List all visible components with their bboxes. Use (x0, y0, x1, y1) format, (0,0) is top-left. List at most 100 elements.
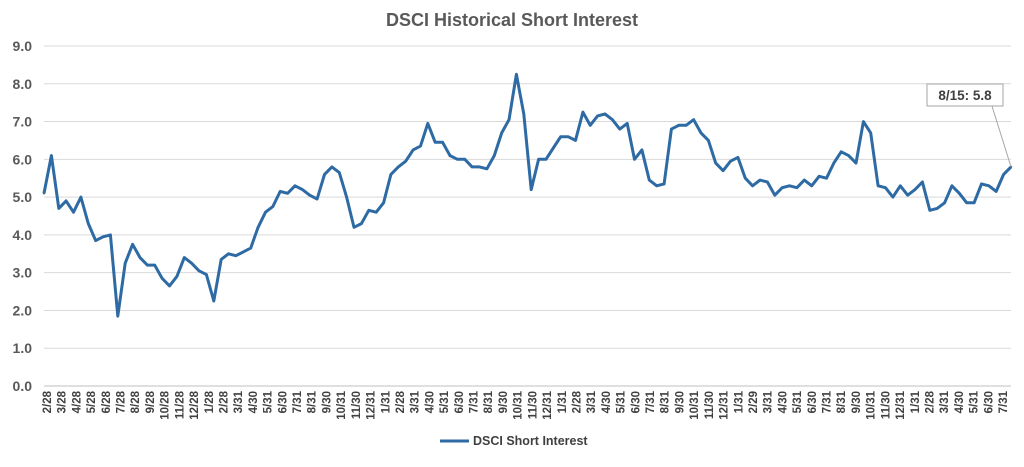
data-point (817, 175, 821, 178)
data-point (869, 131, 872, 135)
data-point (884, 186, 887, 189)
data-point (603, 112, 607, 116)
x-tick-label: 11/30 (527, 391, 539, 419)
data-point (389, 173, 393, 176)
data-point (308, 194, 311, 197)
data-point (537, 158, 540, 161)
x-tick-label: 9/30 (851, 391, 863, 413)
callout-label: 8/15: 5.8 (938, 88, 992, 103)
data-point (220, 258, 223, 261)
x-tick-label: 7/31 (645, 390, 657, 413)
x-tick-label: 11/28 (174, 390, 186, 419)
x-tick-label: 6/30 (983, 391, 995, 413)
y-axis-ticks: 0.0 1.0 2.0 3.0 4.0 5.0 6.0 7.0 8.0 9.0 (13, 38, 33, 394)
chart-title: DSCI Historical Short Interest (386, 10, 638, 30)
data-point (633, 158, 636, 161)
data-point (411, 148, 415, 152)
data-point (153, 263, 156, 267)
data-point (766, 180, 769, 184)
x-tick-label: 4/30 (424, 391, 436, 413)
x-tick-label: 10/31 (689, 390, 701, 419)
data-point (655, 184, 658, 187)
data-point (758, 178, 762, 182)
data-point (419, 144, 422, 148)
data-point (146, 263, 149, 267)
x-tick-label: 11/30 (351, 391, 363, 419)
x-tick-label: 3/31 (410, 390, 422, 413)
data-point (345, 195, 348, 199)
y-tick-label: 8.0 (13, 76, 33, 92)
x-tick-label: 8/31 (307, 390, 319, 413)
data-point (840, 150, 843, 153)
data-point (168, 284, 171, 288)
data-point (803, 178, 806, 182)
data-point (552, 146, 555, 150)
data-point (330, 165, 334, 169)
x-tick-label: 7/31 (292, 390, 304, 413)
data-point (242, 250, 245, 254)
data-point (544, 158, 548, 161)
data-point (913, 188, 917, 191)
x-tick-label: 10/31 (866, 390, 878, 419)
data-point (183, 256, 186, 259)
data-point (116, 314, 120, 318)
data-point (57, 207, 60, 210)
data-point (522, 112, 525, 116)
data-point (493, 154, 496, 157)
x-tick-label: 2/28 (395, 390, 407, 413)
x-tick-label: 6/28 (101, 390, 113, 413)
data-point (943, 201, 946, 204)
x-tick-label: 9/30 (321, 391, 333, 413)
x-tick-label: 4/30 (954, 391, 966, 413)
x-tick-label: 3/31 (763, 390, 775, 413)
data-point (426, 122, 429, 125)
x-tick-label: 10/28 (160, 390, 172, 419)
x-tick-label: 7/31 (469, 390, 481, 413)
data-point (315, 197, 319, 201)
data-point (847, 154, 850, 157)
data-point (662, 182, 666, 186)
data-point (987, 184, 991, 187)
data-point (862, 120, 865, 123)
series-group (42, 72, 1013, 318)
x-tick-label: 7/31 (822, 390, 834, 413)
data-point (721, 169, 725, 172)
data-point (640, 148, 644, 152)
data-point (714, 161, 717, 165)
x-tick-label: 12/31 (542, 390, 554, 419)
data-point (50, 154, 53, 157)
data-point (271, 205, 274, 208)
data-point (795, 186, 799, 189)
x-axis-ticks: 2/28 3/28 4/28 5/28 6/28 7/28 8/28 9/28 10/28 11/… (42, 390, 1010, 419)
y-tick-label: 9.0 (13, 38, 33, 54)
x-tick-label: 6/30 (454, 391, 466, 413)
data-point (788, 184, 791, 187)
x-tick-label: 3/31 (586, 390, 598, 413)
data-point (810, 184, 813, 187)
data-point (205, 273, 208, 276)
data-point (825, 177, 828, 180)
data-point (677, 124, 680, 127)
data-point (404, 160, 407, 163)
x-tick-label: 11/30 (880, 391, 892, 419)
x-tick-label: 1/28 (204, 390, 216, 413)
data-point (175, 275, 179, 278)
data-point (670, 127, 673, 131)
data-point (581, 110, 585, 114)
data-point (160, 277, 164, 280)
data-point (773, 194, 776, 197)
data-point (626, 122, 629, 125)
data-point (899, 184, 902, 187)
data-point (197, 269, 201, 272)
data-point (611, 118, 614, 121)
data-point (256, 226, 260, 229)
data-point (928, 209, 931, 212)
data-point (470, 165, 474, 169)
x-tick-label: 5/31 (792, 390, 804, 413)
x-tick-label: 2/28 (572, 390, 584, 413)
callout-leader-line (991, 105, 1012, 168)
y-tick-label: 4.0 (13, 227, 33, 243)
x-tick-label: 9/30 (674, 391, 686, 413)
